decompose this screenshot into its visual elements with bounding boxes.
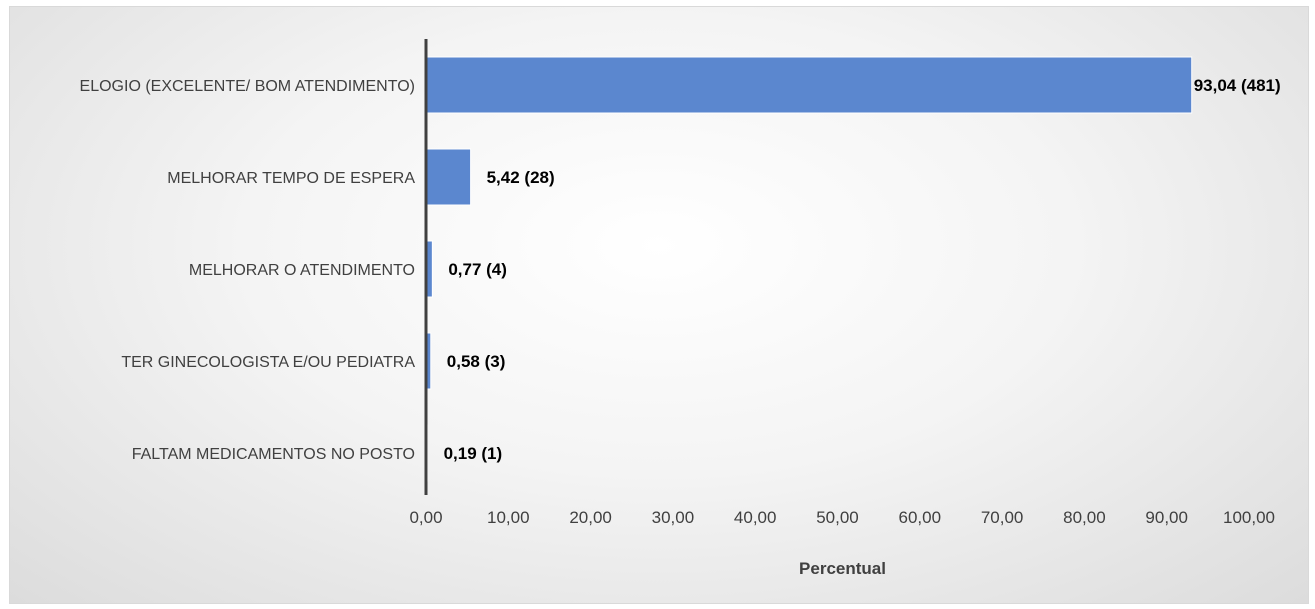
x-tick-label: 80,00 (1063, 508, 1106, 527)
category-labels: ELOGIO (EXCELENTE/ BOM ATENDIMENTO) MELHO… (80, 78, 416, 463)
x-tick-label: 70,00 (981, 508, 1024, 527)
x-tick-labels: 0,00 10,00 20,00 30,00 40,00 50,00 60,00 70,00 8… (409, 508, 1275, 527)
category-label: ELOGIO (EXCELENTE/ BOM ATENDIMENTO) (80, 78, 415, 95)
x-tick-label: 10,00 (487, 508, 530, 527)
x-tick-label: 90,00 (1145, 508, 1188, 527)
data-label: 5,42 (28) (487, 168, 555, 187)
data-label: 93,04 (481) (1194, 76, 1281, 95)
category-label: FALTAM MEDICAMENTOS NO POSTO (132, 446, 415, 463)
x-axis-title: Percentual (799, 559, 886, 578)
x-tick-label: 40,00 (734, 508, 777, 527)
data-label: 0,77 (4) (448, 260, 507, 279)
x-tick-label: 100,00 (1223, 508, 1275, 527)
data-label: 0,58 (3) (447, 352, 506, 371)
category-label: MELHORAR O ATENDIMENTO (189, 262, 415, 279)
x-tick-label: 0,00 (409, 508, 442, 527)
x-tick-label: 20,00 (569, 508, 612, 527)
x-tick-label: 60,00 (899, 508, 942, 527)
bar-chart: ELOGIO (EXCELENTE/ BOM ATENDIMENTO) MELHO… (80, 39, 1281, 578)
x-tick-label: 50,00 (816, 508, 859, 527)
bar-2 (425, 148, 472, 206)
x-tick-label: 30,00 (652, 508, 695, 527)
chart-area: ELOGIO (EXCELENTE/ BOM ATENDIMENTO) MELHO… (9, 6, 1309, 604)
bars-layer (425, 56, 1193, 482)
data-labels: 93,04 (481) 5,42 (28) 0,77 (4) 0,58 (3) 0,19… (444, 76, 1281, 463)
bar-1 (425, 56, 1193, 114)
category-label: MELHORAR TEMPO DE ESPERA (167, 170, 415, 187)
category-label: TER GINECOLOGISTA E/OU PEDIATRA (121, 354, 415, 371)
data-label: 0,19 (1) (444, 444, 503, 463)
